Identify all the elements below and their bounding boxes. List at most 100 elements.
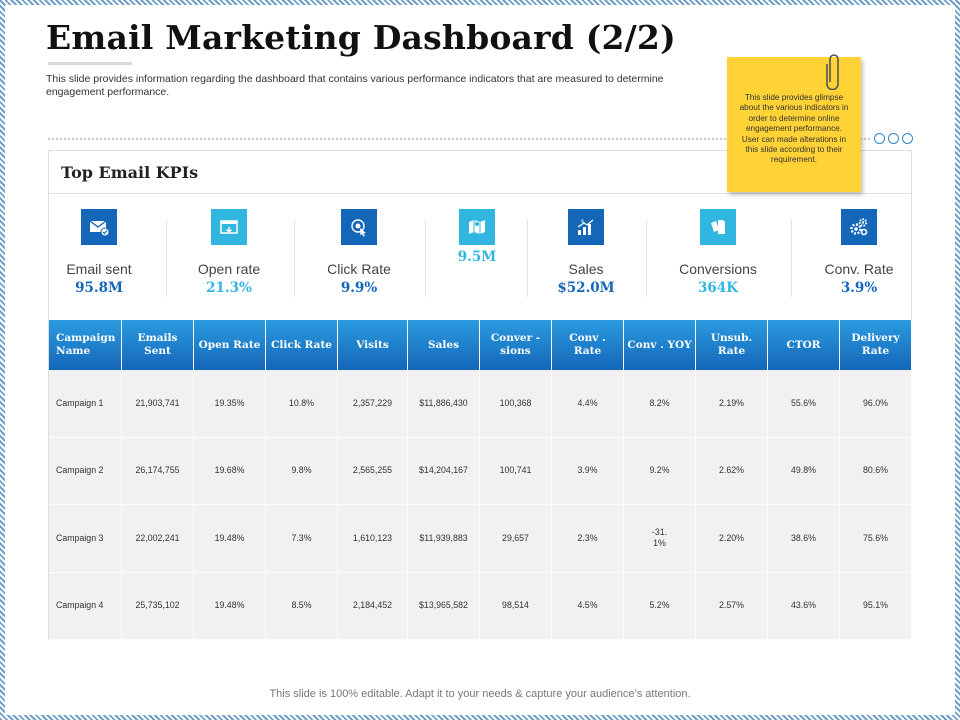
table-cell: 7.3%	[266, 505, 338, 573]
table-cell: 9.8%	[266, 437, 338, 505]
kpi-separator	[166, 219, 167, 297]
table-cell: 49.8%	[768, 437, 840, 505]
svg-text:$: $	[581, 219, 584, 225]
table-cell: 21,903,741	[122, 370, 194, 438]
column-header: Visits	[338, 320, 408, 370]
map-icon	[459, 209, 495, 245]
table-cell: 2,357,229	[338, 370, 408, 438]
gears-icon	[841, 209, 877, 245]
column-header: Conv . YOY	[624, 320, 696, 370]
kpi-email-sent: Email sent 95.8M	[49, 209, 149, 304]
table-cell: 98,514	[480, 572, 552, 640]
panel-title: Top Email KPIs	[61, 163, 199, 182]
table-cell: $11,939,883	[408, 505, 480, 573]
kpi-label: Sales	[568, 261, 604, 277]
kpi-label: Conversions	[679, 261, 757, 277]
table-cell: 26,174,755	[122, 437, 194, 505]
table-cell: 55.6%	[768, 370, 840, 438]
kpi-label: Conv. Rate	[824, 261, 894, 277]
table-cell: 19.35%	[194, 370, 266, 438]
table-cell: 5.2%	[624, 572, 696, 640]
column-header: Click Rate	[266, 320, 338, 370]
table-cell: 9.2%	[624, 437, 696, 505]
kpi-row: Email sent 95.8M Open rate 21.3% Click R…	[49, 209, 911, 304]
column-header: Unsub. Rate	[696, 320, 768, 370]
column-header: Conv . Rate	[552, 320, 624, 370]
kpi-separator	[791, 219, 792, 297]
kpi-label: Open rate	[197, 261, 261, 277]
table-cell: 2.62%	[696, 437, 768, 505]
kpi-label: Email sent	[66, 261, 132, 277]
kpi-sales: $ Sales $52.0M	[536, 209, 636, 304]
table-cell: Campaign 4	[49, 572, 122, 640]
circle-icon	[902, 133, 913, 144]
kpi-conversions: Conversions 364K	[668, 209, 768, 304]
kpi-panel: Top Email KPIs Email sent 95.8M Open rat…	[48, 150, 912, 640]
kpi-visits: 9.5M	[427, 209, 527, 304]
column-header: Open Rate	[194, 320, 266, 370]
table-cell: 96.0%	[840, 370, 912, 438]
table-cell: 38.6%	[768, 505, 840, 573]
click-icon	[341, 209, 377, 245]
kpi-value: 21.3%	[206, 280, 252, 296]
column-header: Campaign Name	[49, 320, 122, 370]
table-cell: $14,204,167	[408, 437, 480, 505]
title-underline	[48, 62, 132, 65]
table-cell: 95.1%	[840, 572, 912, 640]
table-cell: 8.5%	[266, 572, 338, 640]
column-header: Delivery Rate	[840, 320, 912, 370]
table-cell: 43.6%	[768, 572, 840, 640]
table-cell: 2,184,452	[338, 572, 408, 640]
campaign-table: Campaign Name Emails Sent Open Rate Clic…	[49, 320, 912, 640]
table-row: Campaign 1 21,903,741 19.35% 10.8% 2,357…	[49, 370, 912, 438]
kpi-value: 9.5M	[457, 249, 497, 265]
table-cell: 25,735,102	[122, 572, 194, 640]
kpi-click-rate: Click Rate 9.9%	[309, 209, 409, 304]
kpi-value: $52.0M	[557, 280, 615, 296]
kpi-separator	[425, 219, 426, 297]
table-cell: 10.8%	[266, 370, 338, 438]
table-cell: 2.20%	[696, 505, 768, 573]
decorative-circles	[874, 133, 913, 144]
dotted-divider	[48, 138, 870, 140]
table-row: Campaign 4 25,735,102 19.48% 8.5% 2,184,…	[49, 572, 912, 640]
table-cell: -31. 1%	[624, 505, 696, 573]
table-cell: 75.6%	[840, 505, 912, 573]
documents-icon	[700, 209, 736, 245]
kpi-separator	[527, 219, 528, 297]
table-cell: 2.57%	[696, 572, 768, 640]
paperclip-icon	[826, 54, 839, 90]
table-cell: Campaign 1	[49, 370, 122, 438]
table-header-row: Campaign Name Emails Sent Open Rate Clic…	[49, 320, 912, 370]
envelope-icon	[81, 209, 117, 245]
footer-note: This slide is 100% editable. Adapt it to…	[269, 688, 691, 700]
column-header: Sales	[408, 320, 480, 370]
table-cell: $13,965,582	[408, 572, 480, 640]
table-cell: 3.9%	[552, 437, 624, 505]
bar-chart-icon: $	[568, 209, 604, 245]
table-cell: 2.3%	[552, 505, 624, 573]
table-row: Campaign 2 26,174,755 19.68% 9.8% 2,565,…	[49, 437, 912, 505]
table-cell: 19.48%	[194, 572, 266, 640]
kpi-label: Click Rate	[327, 261, 391, 277]
table-cell: 2,565,255	[338, 437, 408, 505]
table-cell: 19.48%	[194, 505, 266, 573]
open-mail-icon	[211, 209, 247, 245]
kpi-value: 95.8M	[75, 280, 123, 296]
table-cell: Campaign 3	[49, 505, 122, 573]
kpi-value: 9.9%	[340, 280, 378, 296]
page-subtitle: This slide provides information regardin…	[46, 73, 664, 98]
table-cell: 4.4%	[552, 370, 624, 438]
table-cell: 80.6%	[840, 437, 912, 505]
column-header: Conver - sions	[480, 320, 552, 370]
circle-icon	[888, 133, 899, 144]
kpi-value: 3.9%	[840, 280, 878, 296]
panel-divider	[49, 193, 911, 194]
table-cell: 100,368	[480, 370, 552, 438]
table-cell: 100,741	[480, 437, 552, 505]
table-cell: 22,002,241	[122, 505, 194, 573]
table-cell: Campaign 2	[49, 437, 122, 505]
table-cell: 2.19%	[696, 370, 768, 438]
table-cell: $11,886,430	[408, 370, 480, 438]
page-title: Email Marketing Dashboard (2/2)	[46, 18, 676, 57]
